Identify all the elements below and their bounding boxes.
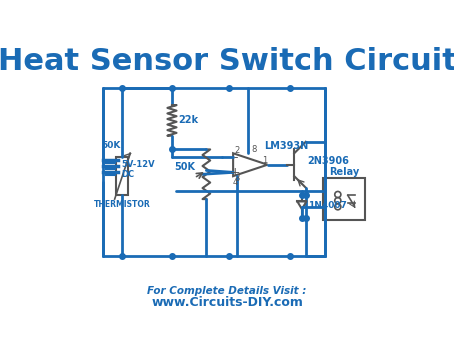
Text: 50K: 50K (101, 141, 120, 150)
Text: 5V-12V
DC: 5V-12V DC (122, 159, 155, 179)
Text: 50K: 50K (174, 162, 196, 172)
Text: Relay: Relay (329, 167, 359, 177)
Text: LM393N: LM393N (264, 141, 308, 150)
Text: 2: 2 (234, 147, 239, 156)
Text: THERMISTOR: THERMISTOR (94, 200, 151, 209)
Text: Heat Sensor Switch Circuit: Heat Sensor Switch Circuit (0, 47, 454, 76)
Text: 1: 1 (262, 156, 268, 165)
Text: +: + (230, 166, 241, 179)
Text: 2N3906: 2N3906 (307, 156, 349, 166)
Text: 4: 4 (233, 178, 238, 187)
Text: -: - (233, 150, 237, 163)
Text: www.Circuits-DIY.com: www.Circuits-DIY.com (151, 296, 303, 309)
Text: 1N4007: 1N4007 (308, 201, 347, 210)
Text: 8: 8 (252, 145, 257, 154)
Text: 22k: 22k (178, 116, 198, 125)
Text: 3: 3 (234, 174, 239, 183)
Bar (323, 178, 365, 220)
Bar (116, 157, 128, 195)
Text: For Complete Details Visit :: For Complete Details Visit : (147, 286, 307, 296)
